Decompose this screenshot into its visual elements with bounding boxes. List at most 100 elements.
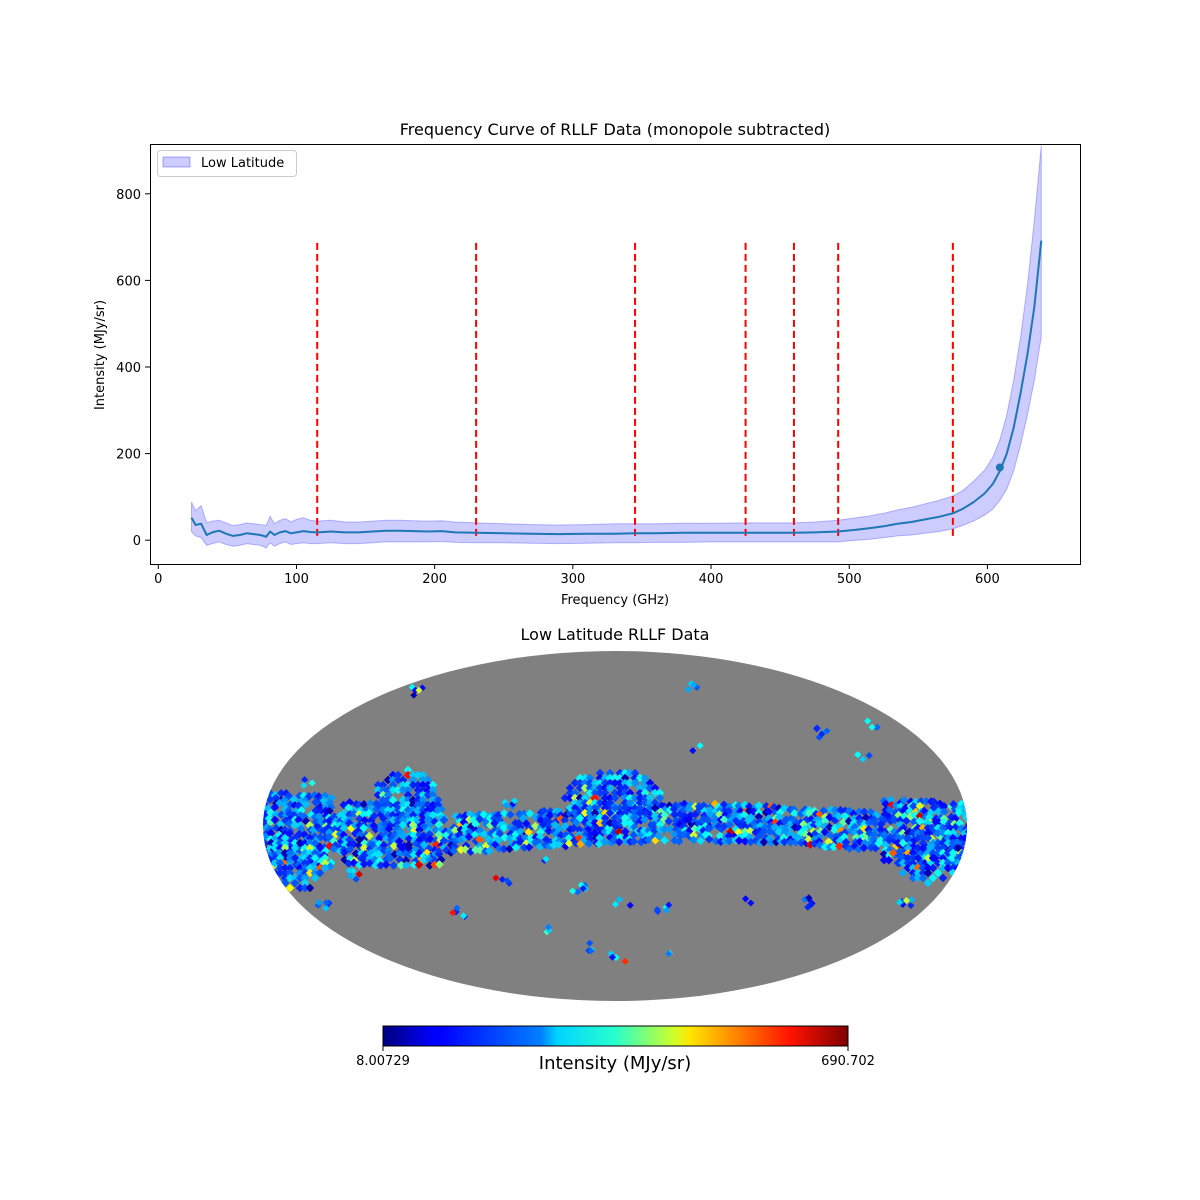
y-axis-label: Intensity (MJy/sr) <box>93 300 108 410</box>
map-pixel <box>820 842 830 852</box>
map-pixel <box>890 815 899 825</box>
map-pixel <box>480 829 489 839</box>
map-pixel <box>664 816 673 826</box>
map-pixel <box>359 843 369 853</box>
x-tick-label: 400 <box>699 572 724 587</box>
map-pixel <box>819 806 828 815</box>
map-pixel <box>375 834 384 843</box>
map-pixel <box>874 839 883 848</box>
map-pixel <box>325 828 334 837</box>
legend-label: Low Latitude <box>201 156 284 171</box>
map-pixel <box>640 815 649 824</box>
map-pixel <box>644 835 653 845</box>
legend: Low Latitude <box>157 150 297 177</box>
map-pixel <box>499 823 509 833</box>
map-pixel <box>766 838 776 847</box>
map-pixel <box>263 789 269 798</box>
map-pixel <box>266 828 276 838</box>
map-pixel <box>263 853 269 863</box>
map-pixel <box>965 832 967 842</box>
map-pixel <box>700 806 709 816</box>
map-pixel <box>704 835 714 844</box>
map-pixel <box>366 799 375 808</box>
map-pixel <box>430 860 439 869</box>
colorbar-max-label: 690.702 <box>821 1054 875 1069</box>
map-pixel <box>855 807 864 816</box>
map-pixel <box>277 810 286 820</box>
map-pixel <box>495 829 504 838</box>
map-pixel <box>379 840 388 850</box>
map-pixel <box>544 826 553 836</box>
x-tick-label: 100 <box>284 572 309 587</box>
map-pixel <box>605 828 614 837</box>
map-pixel <box>881 799 890 809</box>
map-pixel <box>820 816 830 826</box>
map-pixel <box>439 836 449 845</box>
map-pixel <box>365 831 374 841</box>
map-pixel <box>820 827 830 837</box>
map-pixel <box>629 837 638 846</box>
map-pixel <box>881 840 890 850</box>
x-tick-label: 600 <box>975 572 1000 587</box>
map-pixel <box>389 841 399 851</box>
map-pixel <box>704 824 714 834</box>
map-pixel <box>965 809 967 819</box>
x-axis-label: Frequency (GHz) <box>561 593 669 608</box>
legend-swatch <box>162 156 191 168</box>
map-pixel <box>669 804 679 814</box>
map-pixel <box>829 842 839 852</box>
map-pixel <box>386 854 395 863</box>
map-pixel <box>389 861 398 870</box>
map-pixel <box>779 803 789 813</box>
map-pixel <box>376 861 385 870</box>
map-pixel <box>419 855 429 864</box>
map-pixel <box>511 843 521 852</box>
map-pixel <box>650 826 659 836</box>
map-pixel <box>315 802 325 812</box>
map-pixel <box>786 829 795 839</box>
map-pixel <box>699 801 708 810</box>
map-pixel <box>595 833 604 843</box>
sky-map: Low Latitude RLLF Data 8.00729 690.702 I… <box>263 625 967 1074</box>
frequency-curve-chart: Frequency Curve of RLLF Data (monopole s… <box>93 120 1081 608</box>
mean-line <box>190 240 1043 538</box>
map-pixel <box>471 820 480 829</box>
map-title: Low Latitude RLLF Data <box>521 625 710 644</box>
map-pixel <box>524 842 534 852</box>
map-pixel <box>290 820 299 830</box>
x-tick-label: 200 <box>422 572 447 587</box>
map-pixel <box>759 827 769 836</box>
map-pixel <box>359 823 368 833</box>
map-pixel <box>449 846 458 856</box>
map-pixel <box>715 831 725 841</box>
map-pixel <box>556 831 566 840</box>
map-pixel <box>690 824 700 833</box>
map-pixel <box>339 824 349 833</box>
map-pixel <box>544 821 553 831</box>
map-pixel <box>964 848 967 858</box>
map-pixel <box>739 810 749 820</box>
map-pixel <box>395 849 404 858</box>
map-pixel <box>674 837 684 846</box>
map-pixel <box>600 837 609 847</box>
map-pixel <box>774 827 784 837</box>
map-pixel <box>479 810 488 819</box>
map-pixel <box>345 835 354 844</box>
map-pixel <box>439 815 449 825</box>
map-pixel <box>270 849 280 858</box>
map-pixel <box>734 836 744 845</box>
confidence-band <box>191 145 1042 549</box>
map-pixel <box>535 832 545 842</box>
map-pixel <box>285 828 294 838</box>
map-pixel <box>879 849 889 859</box>
map-pixel <box>531 821 540 831</box>
map-pixel <box>505 834 515 843</box>
map-pixel <box>839 817 848 827</box>
map-pixel <box>429 816 439 826</box>
map-pixel <box>276 789 286 798</box>
map-pixel <box>660 836 669 845</box>
map-pixel <box>316 833 325 842</box>
map-pixel <box>419 840 429 850</box>
map-pixel <box>704 816 713 825</box>
map-pixel <box>654 832 664 841</box>
